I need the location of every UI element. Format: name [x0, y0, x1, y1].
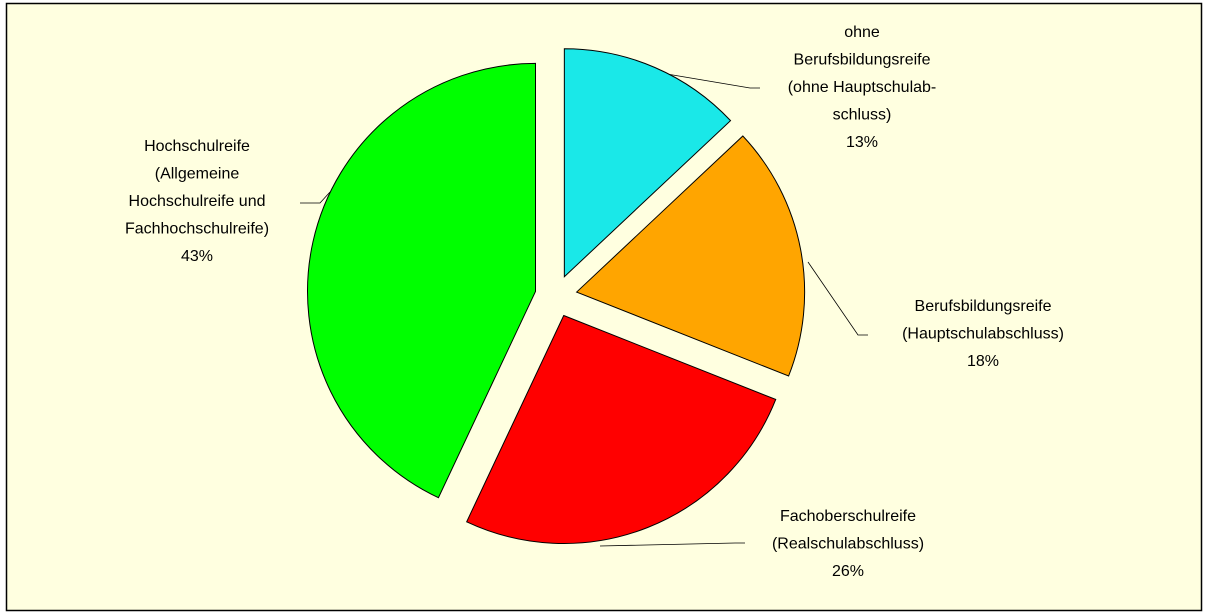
slice-label: Berufsbildungsreife: [794, 52, 931, 69]
leader-line: [300, 191, 331, 204]
value-label: 18%: [967, 353, 999, 370]
leader-line: [599, 542, 745, 547]
pie-slice: [563, 48, 732, 278]
slice-label: Berufsbildungsreife: [915, 298, 1052, 315]
value-label: 26%: [832, 563, 864, 580]
value-label: 43%: [181, 248, 213, 265]
slice-label: Fachoberschulreife: [780, 508, 916, 525]
slice-label: (Allgemeine: [155, 166, 240, 183]
slice-label: ohne: [844, 24, 880, 41]
pie-slice: [465, 314, 777, 545]
slice-label: (ohne Hauptschulab-: [788, 79, 937, 96]
slice-label: (Hauptschulabschluss): [902, 326, 1064, 343]
leader-line: [807, 261, 868, 336]
slice-label: Hochschulreife und: [129, 193, 266, 210]
slice-label: (Realschulabschluss): [772, 536, 924, 553]
pie-slice: [575, 135, 806, 377]
slice-label: Fachhochschulreife): [125, 221, 269, 238]
slice-label: schluss): [833, 107, 892, 124]
slice-label: Hochschulreife: [144, 138, 250, 155]
leader-line: [654, 71, 760, 89]
pie-slice: [307, 62, 537, 499]
value-label: 13%: [846, 134, 878, 151]
